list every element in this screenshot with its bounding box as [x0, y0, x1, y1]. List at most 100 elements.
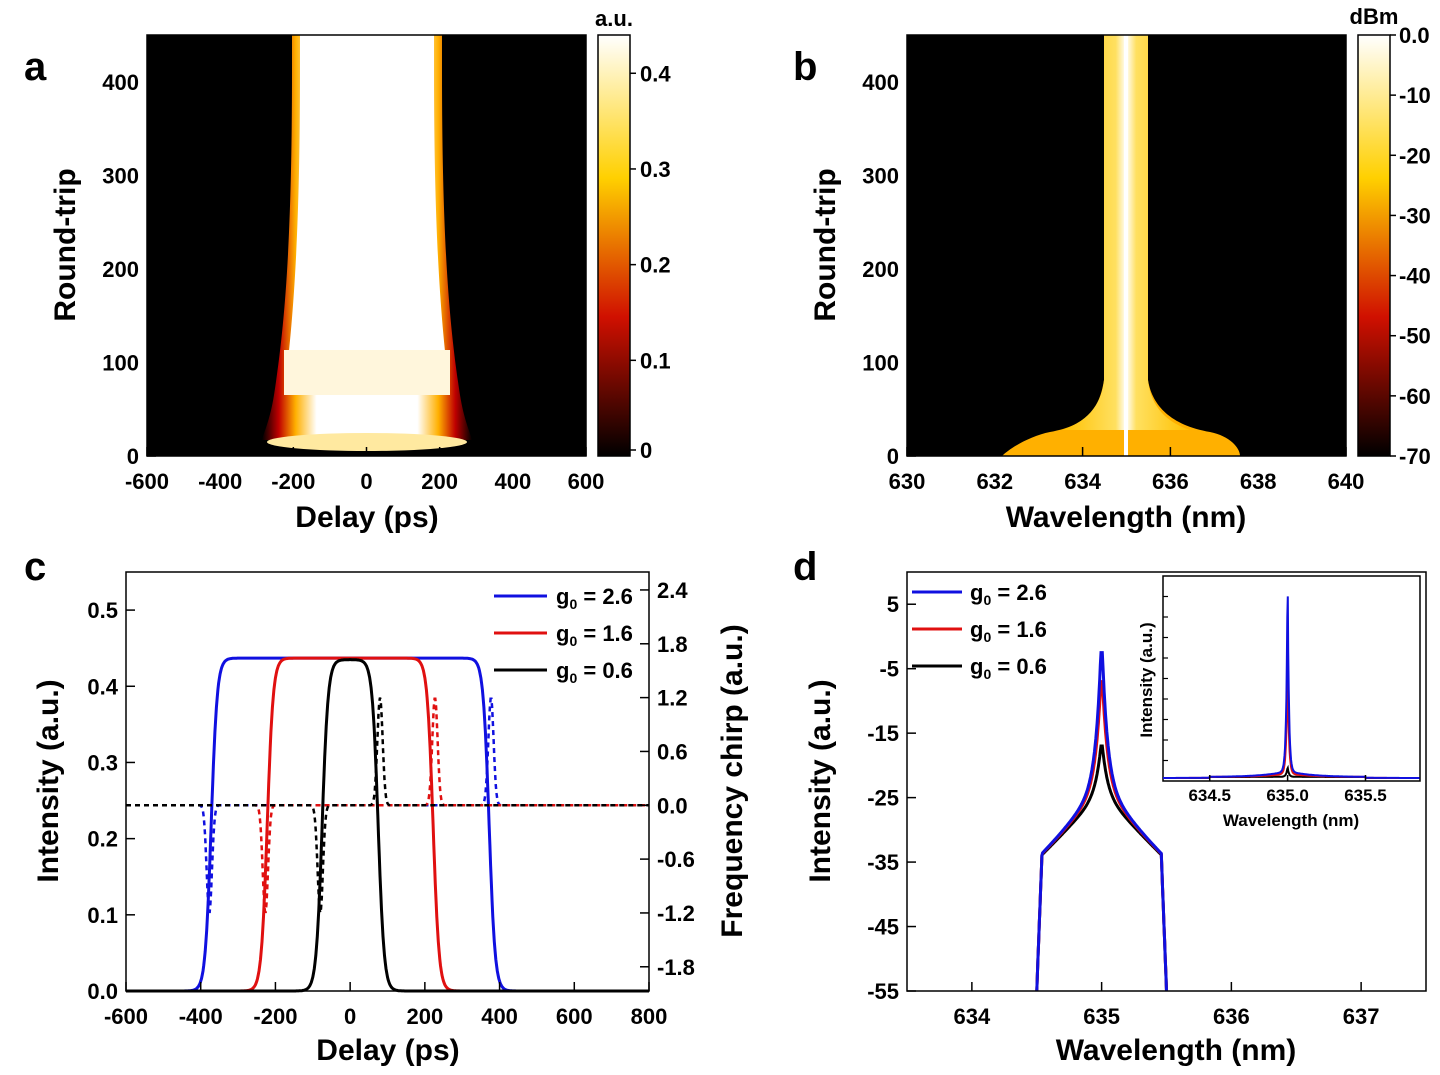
heatmap-a-pulse-core — [284, 35, 450, 395]
c-ytick-label: 0.2 — [87, 827, 118, 852]
c-xtick-label: 0 — [344, 1004, 356, 1029]
c-ytick-label: 0.0 — [87, 979, 118, 1004]
d-xtick-label: 635 — [1083, 1004, 1120, 1029]
inset-x-label: Wavelength (nm) — [1223, 811, 1359, 830]
heatmap-a-transient — [284, 350, 450, 395]
c-xtick-label: 400 — [481, 1004, 518, 1029]
d-ytick-label: -25 — [867, 786, 899, 811]
colorbar-a-tick-label: 0.4 — [640, 61, 671, 86]
inset-xtick-label: 635.0 — [1266, 786, 1309, 805]
c-xtick-label: 800 — [631, 1004, 668, 1029]
colorbar-b-tick-label: -70 — [1399, 444, 1431, 469]
panel-b: 630 632 634 636 638 640 0 100 200 300 400 Waveleng… — [809, 4, 1431, 534]
legend-c-label-2: g0 = 0.6 — [556, 658, 633, 686]
c-y2tick-label: -1.2 — [657, 901, 695, 926]
a-xtick-label: 200 — [421, 469, 458, 494]
legend-d-label-1: g0 = 1.6 — [970, 617, 1047, 645]
panel-label-a: a — [24, 45, 47, 89]
c-ytick-label: 0.5 — [87, 598, 118, 623]
d-ytick-label: -5 — [879, 657, 899, 682]
c-y2tick-label: 2.4 — [657, 578, 688, 603]
panel-label-b: b — [793, 45, 817, 89]
a-xtick-label: -600 — [125, 469, 169, 494]
legend-d-label-2: g0 = 0.6 — [970, 654, 1047, 682]
axes-frame-d — [906, 571, 1427, 992]
chirp-line-1 — [126, 697, 649, 914]
a-xtick-label: 400 — [494, 469, 531, 494]
a-ytick-label: 200 — [102, 257, 139, 282]
b-ytick-label: 300 — [862, 163, 899, 188]
x-axis-label-a: Delay (ps) — [295, 501, 438, 534]
colorbar-b-tick-label: -20 — [1399, 143, 1431, 168]
c-ytick-label: 0.3 — [87, 750, 118, 775]
c-xtick-label: 600 — [556, 1004, 593, 1029]
colorbar-a-unit: a.u. — [595, 6, 633, 31]
d-ytick-label: -15 — [867, 721, 899, 746]
x-axis-label-c: Delay (ps) — [316, 1034, 459, 1067]
y-axis-label-a: Round-trip — [49, 168, 82, 321]
legend-d-label-0: g0 = 2.6 — [970, 580, 1047, 608]
y-axis-label-d: Intensity (a.u.) — [804, 679, 837, 882]
colorbar-b-tick-label: -30 — [1399, 203, 1431, 228]
c-y2tick-label: 1.8 — [657, 632, 688, 657]
b-xtick-label: 638 — [1240, 469, 1277, 494]
y-axis-label-c: Intensity (a.u.) — [32, 679, 65, 882]
a-ytick-label: 400 — [102, 70, 139, 95]
x-axis-label-d: Wavelength (nm) — [1056, 1034, 1297, 1067]
panel-a: -600 -400 -200 0 200 400 600 0 100 200 300 400 Dela… — [49, 6, 671, 534]
y-axis-label-b: Round-trip — [809, 168, 842, 321]
d-xtick-label: 637 — [1343, 1004, 1380, 1029]
a-ytick-label: 100 — [102, 350, 139, 375]
inset-d: 634.5 635.0 635.5 Wavelength (nm) Intensit… — [1137, 575, 1421, 830]
a-ytick-label: 300 — [102, 163, 139, 188]
axes-frame-c — [125, 571, 650, 992]
legend-c-label-1: g0 = 1.6 — [556, 621, 633, 649]
spectrum-line-2 — [1035, 744, 1168, 992]
d-ytick-label: -55 — [867, 979, 899, 1004]
inset-line-0 — [1163, 596, 1420, 779]
panel-label-c: c — [24, 545, 46, 589]
c-y2tick-label: 1.2 — [657, 686, 688, 711]
heatmap-a-start — [267, 433, 467, 451]
b-ytick-label: 100 — [862, 350, 899, 375]
d-ytick-label: 5 — [887, 592, 899, 617]
colorbar-b-tick-label: -60 — [1399, 384, 1431, 409]
b-xtick-label: 636 — [1152, 469, 1189, 494]
a-ytick-label: 0 — [127, 444, 139, 469]
colorbar-b — [1357, 34, 1391, 457]
panel-c: -600 -400 -200 0 200 400 600 800 0.0 0.1 0.2 0.3 0.4… — [32, 571, 749, 1067]
c-xtick-label: -400 — [179, 1004, 223, 1029]
legend-c-label-0: g0 = 2.6 — [556, 584, 633, 612]
c-y2tick-label: -1.8 — [657, 955, 695, 980]
chirp-line-2 — [126, 697, 649, 914]
y2-axis-label-c: Frequency chirp (a.u.) — [716, 624, 749, 937]
panel-label-d: d — [793, 545, 817, 589]
c-y2tick-label: 0.6 — [657, 739, 688, 764]
colorbar-a-tick-label: 0.2 — [640, 253, 671, 278]
inset-frame — [1162, 575, 1421, 782]
a-xtick-label: 600 — [568, 469, 605, 494]
inset-xtick-label: 634.5 — [1188, 786, 1231, 805]
a-xtick-label: 0 — [360, 469, 372, 494]
b-ytick-label: 400 — [862, 70, 899, 95]
b-xtick-label: 632 — [976, 469, 1013, 494]
colorbar-b-tick-label: -50 — [1399, 324, 1431, 349]
c-ytick-label: 0.4 — [87, 674, 118, 699]
d-xtick-label: 636 — [1213, 1004, 1250, 1029]
d-xtick-label: 634 — [954, 1004, 991, 1029]
c-y2tick-label: 0.0 — [657, 793, 688, 818]
inset-xtick-label: 635.5 — [1344, 786, 1387, 805]
colorbar-a-tick-label: 0 — [640, 438, 652, 463]
d-ytick-label: -45 — [867, 915, 899, 940]
b-ytick-label: 200 — [862, 257, 899, 282]
b-xtick-label: 640 — [1328, 469, 1365, 494]
b-ytick-label: 0 — [887, 444, 899, 469]
inset-y-label: Intensity (a.u.) — [1137, 622, 1156, 737]
colorbar-b-unit: dBm — [1350, 4, 1399, 29]
a-xtick-label: -200 — [271, 469, 315, 494]
c-xtick-label: -600 — [104, 1004, 148, 1029]
c-ytick-label: 0.1 — [87, 903, 118, 928]
colorbar-b-tick-label: 0.0 — [1399, 23, 1430, 48]
colorbar-a-tick-label: 0.3 — [640, 157, 671, 182]
